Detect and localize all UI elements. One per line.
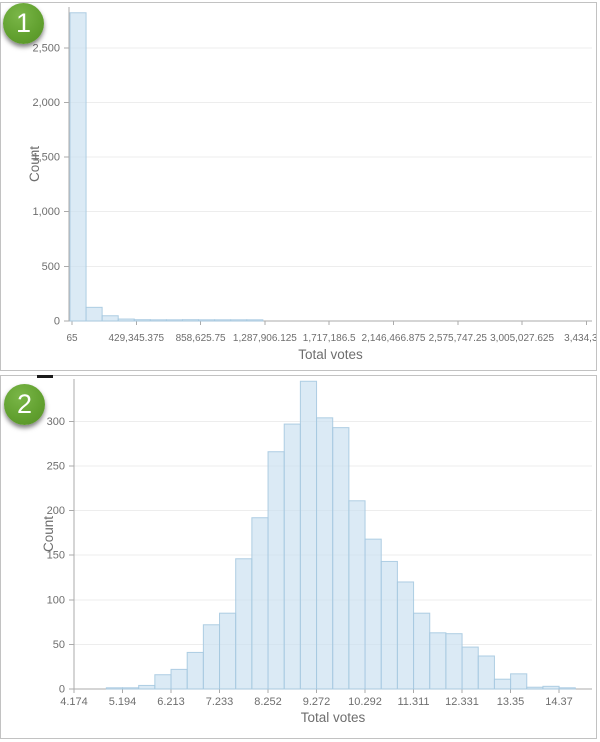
y-tick-label: 100	[47, 594, 65, 606]
step-badge-1-label: 1	[15, 8, 32, 38]
histogram-bar[interactable]	[138, 684, 156, 690]
x-tick-label: 12.331	[445, 696, 479, 708]
histogram-bar[interactable]	[299, 380, 318, 690]
histogram-bar[interactable]	[413, 612, 431, 690]
histogram-bar[interactable]	[283, 423, 301, 690]
x-tick-label: 858,625.75	[176, 333, 226, 344]
histogram-bar[interactable]	[445, 633, 463, 690]
step-drag-dash	[37, 375, 53, 378]
histogram-bar[interactable]	[510, 673, 528, 690]
histogram-bar[interactable]	[230, 319, 248, 322]
histogram-bar[interactable]	[165, 319, 183, 322]
x-tick-label: 1,287,906.125	[233, 333, 297, 344]
y-tick-label: 150	[47, 550, 65, 562]
step-badge-2: 2	[4, 384, 45, 425]
step-badge-1: 1	[3, 3, 44, 44]
x-tick-label: 65	[66, 333, 78, 344]
x-tick-label: 5.194	[109, 696, 137, 708]
histogram-bar[interactable]	[396, 581, 415, 690]
y-tick-label: 250	[47, 461, 65, 473]
x-tick-label: 3,005,027.625	[490, 333, 554, 344]
x-tick-label: 429,345.375	[108, 333, 164, 344]
x-tick-label: 8.252	[254, 696, 282, 708]
histogram-bar[interactable]	[542, 685, 560, 690]
x-tick-label: 2,575,747.25	[429, 333, 488, 344]
y-tick-label: 200	[47, 505, 65, 517]
histogram-bar[interactable]	[493, 678, 512, 690]
y-tick-label: 0	[54, 316, 60, 328]
chart-card-1: 0 500 1,000 1,500 2,000 2,500 65 429,345.375 858…	[0, 2, 597, 371]
histogram-bar[interactable]	[429, 632, 447, 690]
histogram-bar[interactable]	[246, 319, 264, 322]
x-tick-label: 13.35	[497, 696, 525, 708]
histogram-bar[interactable]	[364, 538, 382, 690]
histogram-bar[interactable]	[181, 319, 200, 322]
x-tick-label: 14.37	[545, 696, 573, 708]
histogram-bar[interactable]	[202, 624, 221, 690]
histogram-bar[interactable]	[461, 646, 479, 690]
histogram-bar[interactable]	[170, 668, 188, 690]
y-tick-label: 2,000	[32, 97, 60, 109]
histogram-bar[interactable]	[267, 451, 285, 690]
chart-card-2: 0 50 100 150 200 250 300 4.174 5.194 6.213 7.233 8.…	[0, 375, 597, 739]
x-tick-label: 11.311	[397, 696, 429, 708]
histogram-bar[interactable]	[235, 558, 253, 690]
x-axis-title: Total votes	[301, 710, 366, 725]
y-tick-label: 0	[59, 684, 65, 696]
histogram-bar[interactable]	[133, 319, 151, 322]
step-badge-2-label: 2	[16, 389, 33, 419]
histogram-bar[interactable]	[558, 687, 576, 690]
x-tick-label: 7.233	[206, 696, 234, 708]
x-tick-label: 3,434,308	[564, 333, 596, 344]
histogram-bar[interactable]	[122, 687, 140, 690]
histogram-bar[interactable]	[101, 315, 119, 322]
histogram-total-votes-log: 0 50 100 150 200 250 300 4.174 5.194 6.213 7.233 8.…	[41, 379, 592, 725]
histogram-bar[interactable]	[348, 500, 366, 690]
histogram-bar[interactable]	[198, 319, 216, 322]
histogram-bar[interactable]	[477, 655, 495, 690]
histogram-total-votes-raw: 0 500 1,000 1,500 2,000 2,500 65 429,345.375 858…	[27, 7, 596, 362]
y-axis-title: Count	[41, 516, 56, 552]
y-tick-label: 2,500	[32, 42, 60, 54]
y-tick-label: 1,000	[32, 206, 60, 218]
histogram-bar[interactable]	[154, 674, 172, 690]
histogram-bar[interactable]	[214, 319, 232, 322]
histogram-bar[interactable]	[316, 417, 334, 690]
histogram-bar[interactable]	[526, 686, 544, 690]
histogram-bar[interactable]	[380, 560, 398, 690]
y-tick-label: 50	[53, 639, 65, 651]
y-tick-label: 300	[47, 416, 65, 428]
y-tick-label: 1,500	[32, 152, 60, 164]
histogram-bar[interactable]	[186, 651, 204, 690]
y-tick-label: 500	[42, 261, 60, 273]
histogram-bar[interactable]	[69, 12, 87, 322]
x-tick-label: 2,146,466.875	[362, 333, 426, 344]
x-tick-label: 1,717,186.5	[303, 333, 356, 344]
x-tick-label: 9.272	[303, 696, 331, 708]
x-tick-label: 10.292	[348, 696, 382, 708]
histogram-bar[interactable]	[332, 427, 350, 690]
histogram-bar[interactable]	[149, 319, 167, 322]
histogram-bar[interactable]	[85, 306, 103, 322]
histogram-bar[interactable]	[105, 687, 124, 690]
histogram-bar[interactable]	[219, 612, 237, 690]
x-tick-label: 6.213	[157, 696, 185, 708]
x-tick-label: 4.174	[60, 696, 88, 708]
histogram-bar[interactable]	[117, 318, 135, 322]
histogram-bar[interactable]	[251, 517, 269, 690]
y-axis-title: Count	[27, 146, 42, 182]
x-axis-title: Total votes	[298, 347, 363, 362]
